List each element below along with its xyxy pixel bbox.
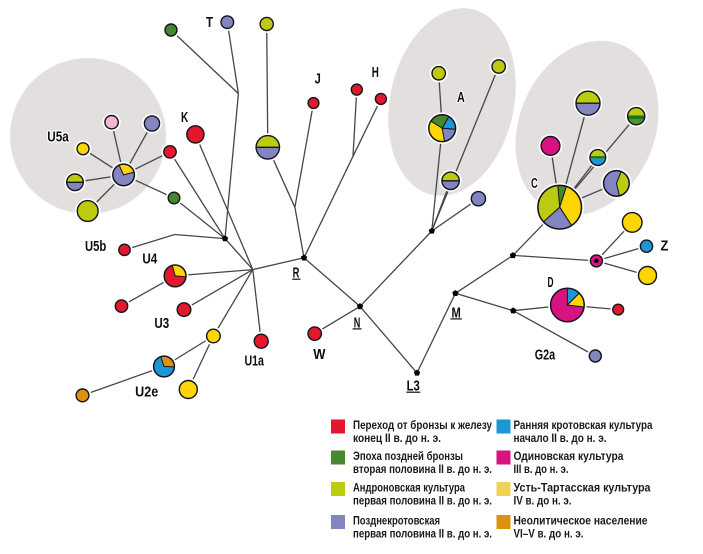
svg-text:Z: Z	[661, 239, 669, 255]
svg-text:U1a: U1a	[244, 353, 264, 369]
svg-text:T: T	[206, 15, 213, 31]
svg-text:W: W	[313, 347, 326, 363]
svg-text:Ранняя кротовская культура: Ранняя кротовская культура	[514, 420, 654, 432]
svg-text:U2e: U2e	[135, 384, 158, 400]
svg-text:U5b: U5b	[85, 239, 106, 255]
svg-text:J: J	[315, 72, 321, 88]
svg-text:R: R	[293, 266, 300, 282]
svg-text:H: H	[372, 65, 379, 81]
svg-text:VI–V в. до н. э.: VI–V в. до н. э.	[514, 529, 584, 541]
svg-text:A: A	[457, 90, 465, 106]
svg-text:U3: U3	[154, 316, 169, 332]
svg-text:D: D	[548, 275, 554, 291]
svg-text:Андроновская культура: Андроновская культура	[353, 483, 465, 495]
svg-text:U5a: U5a	[47, 129, 69, 145]
svg-text:K: K	[181, 110, 189, 126]
svg-text:N: N	[354, 315, 361, 331]
svg-text:U4: U4	[142, 252, 157, 268]
svg-text:Переход от бронзы к железу: Переход от бронзы к железу	[353, 420, 493, 432]
svg-text:начало II в. до н. э.: начало II в. до н. э.	[514, 433, 607, 445]
svg-text:конец II в. до н. э.: конец II в. до н. э.	[353, 433, 441, 445]
svg-text:Эпоха поздней бронзы: Эпоха поздней бронзы	[353, 451, 463, 463]
svg-text:Позднекротовская: Позднекротовская	[353, 516, 440, 528]
svg-text:первая половина II в. до н. э.: первая половина II в. до н. э.	[353, 496, 492, 508]
svg-text:первая половина II в. до н. э.: первая половина II в. до н. э.	[353, 529, 492, 541]
svg-text:III в. до н. э.: III в. до н. э.	[514, 464, 569, 476]
svg-text:IV в. до н. э.: IV в. до н. э.	[514, 496, 572, 508]
svg-text:Одиновская культура: Одиновская культура	[514, 451, 625, 463]
svg-text:M: M	[452, 306, 461, 322]
svg-text:C: C	[531, 176, 538, 192]
svg-text:вторая половина II в. до н. э.: вторая половина II в. до н. э.	[353, 464, 492, 476]
svg-text:Усть-Тартасская культура: Усть-Тартасская культура	[514, 483, 652, 495]
svg-text:G2a: G2a	[535, 348, 556, 364]
svg-text:Неолитическое население: Неолитическое население	[514, 516, 648, 528]
svg-text:L3: L3	[407, 379, 420, 395]
